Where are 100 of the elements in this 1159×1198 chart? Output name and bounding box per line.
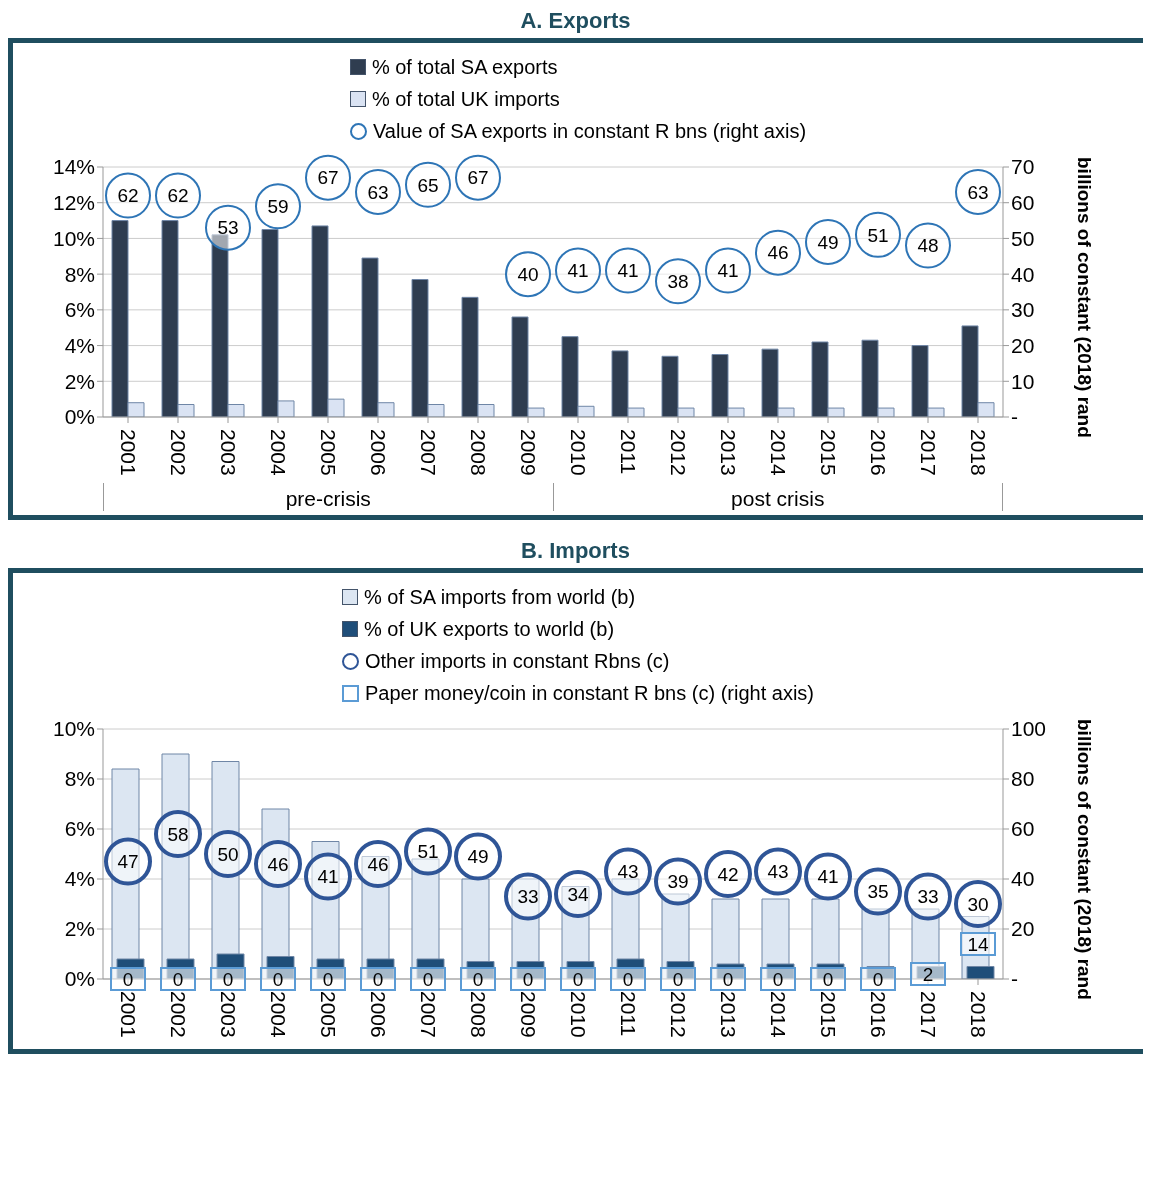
x-tick-label: 2004 (266, 991, 290, 1039)
legend-label: % of SA imports from world (b) (362, 584, 637, 610)
y2-tick-label: 100 (1011, 717, 1047, 741)
y2-tick-label: 30 (1011, 298, 1035, 322)
y-tick-label: 10% (52, 226, 95, 250)
x-tick-label: 2010 (566, 429, 590, 476)
x-tick-label: 2009 (516, 429, 540, 476)
x-tick-label: 2007 (416, 991, 440, 1038)
x-tick-label: 2006 (366, 991, 390, 1038)
y2-tick-label: 50 (1011, 226, 1035, 250)
data-label: 58 (167, 823, 189, 845)
x-tick-label: 2003 (216, 429, 240, 476)
y-tick-label: 2% (64, 917, 95, 941)
text: pre-crisis (103, 483, 553, 511)
data-label: 67 (467, 167, 489, 189)
data-label: 41 (567, 260, 589, 282)
x-tick-label: 2014 (766, 991, 790, 1039)
x-tick-label: 2015 (816, 991, 840, 1038)
y2-tick-label: 70 (1011, 155, 1035, 179)
y2-tick-label: 10 (1011, 369, 1035, 393)
data-label: 39 (667, 871, 689, 893)
x-tick-label: 2008 (466, 429, 490, 476)
data-label: 41 (617, 260, 639, 282)
x-tick-label: 2005 (316, 991, 340, 1038)
data-label: 34 (567, 883, 589, 905)
data-label: 46 (367, 853, 389, 875)
data-label: 33 (917, 886, 939, 908)
y2-axis-title: billions of constant (2018) rand (1073, 719, 1095, 1000)
x-tick-label: 2014 (766, 429, 790, 477)
x-tick-label: 2011 (616, 991, 640, 1037)
data-label: 35 (867, 881, 889, 903)
x-tick-label: 2006 (366, 429, 390, 476)
y-tick-label: 6% (64, 817, 95, 841)
y-tick-label: 2% (64, 369, 95, 393)
data-label: 67 (317, 167, 339, 189)
data-label: 53 (217, 217, 239, 239)
x-tick-label: 2003 (216, 991, 240, 1038)
x-tick-label: 2004 (266, 429, 290, 477)
y-tick-label: 4% (64, 334, 95, 358)
data-label: 41 (317, 866, 339, 888)
x-tick-label: 2008 (466, 991, 490, 1038)
y2-tick-label: 60 (1011, 191, 1035, 215)
x-tick-label: 2018 (966, 429, 990, 476)
y2-tick-label: 20 (1011, 917, 1035, 941)
data-label: 48 (917, 235, 939, 257)
x-tick-label: 2013 (716, 429, 740, 476)
x-tick-label: 2001 (116, 991, 140, 1038)
data-label: 42 (717, 863, 739, 885)
y-tick-label: 12% (52, 191, 95, 215)
x-tick-label: 2016 (866, 991, 890, 1038)
x-tick-label: 2010 (566, 991, 590, 1038)
y-tick-label: 14% (52, 155, 95, 179)
y-tick-label: 0% (64, 967, 95, 991)
data-label: 51 (417, 841, 439, 863)
x-tick-label: 2001 (116, 429, 140, 476)
data-label: 46 (267, 853, 289, 875)
text: post crisis (552, 483, 1003, 511)
data-label: 49 (817, 231, 839, 253)
chart-title: B. Imports (520, 538, 631, 564)
legend-label: Other imports in constant Rbns (c) (363, 648, 671, 674)
x-tick-label: 2012 (666, 991, 690, 1038)
data-label: 47 (117, 851, 139, 873)
x-tick-label: 2015 (816, 429, 840, 476)
y-tick-label: 8% (64, 262, 95, 286)
y2-tick-label: - (1011, 967, 1018, 991)
legend-label: % of total UK imports (370, 86, 561, 112)
data-label: 51 (867, 224, 889, 246)
data-label: 43 (767, 861, 789, 883)
x-tick-label: 2012 (666, 429, 690, 476)
chart-title: A. Exports (519, 8, 632, 34)
x-tick-label: 2013 (716, 991, 740, 1038)
data-label: 41 (817, 866, 839, 888)
data-label: 62 (117, 185, 139, 207)
data-label: 49 (467, 846, 489, 868)
y2-axis-title: billions of constant (2018) rand (1073, 157, 1095, 438)
data-label: 38 (667, 270, 689, 292)
y-tick-label: 4% (64, 867, 95, 891)
y-tick-label: 8% (64, 767, 95, 791)
legend-label: % of UK exports to world (b) (362, 616, 616, 642)
y-tick-label: 10% (52, 717, 95, 741)
legend-label: Paper money/coin in constant R bns (c) (right axis) (363, 680, 815, 706)
data-label: 50 (217, 843, 239, 865)
data-label: 63 (367, 181, 389, 203)
data-label: 65 (417, 174, 439, 196)
y2-tick-label: 40 (1011, 867, 1035, 891)
x-tick-label: 2016 (866, 429, 890, 476)
y-tick-label: 6% (64, 298, 95, 322)
x-tick-label: 2018 (966, 991, 990, 1038)
x-tick-label: 2011 (616, 429, 640, 475)
y2-tick-label: 60 (1011, 817, 1035, 841)
legend-label: % of total SA exports (370, 54, 559, 80)
x-tick-label: 2017 (916, 429, 940, 476)
data-label: 62 (167, 185, 189, 207)
data-label: 59 (267, 195, 289, 217)
x-tick-label: 2009 (516, 991, 540, 1038)
x-tick-label: 2002 (166, 991, 190, 1038)
data-label: 41 (717, 260, 739, 282)
x-tick-label: 2002 (166, 429, 190, 476)
y2-tick-label: 40 (1011, 262, 1035, 286)
x-tick-label: 2017 (916, 991, 940, 1038)
